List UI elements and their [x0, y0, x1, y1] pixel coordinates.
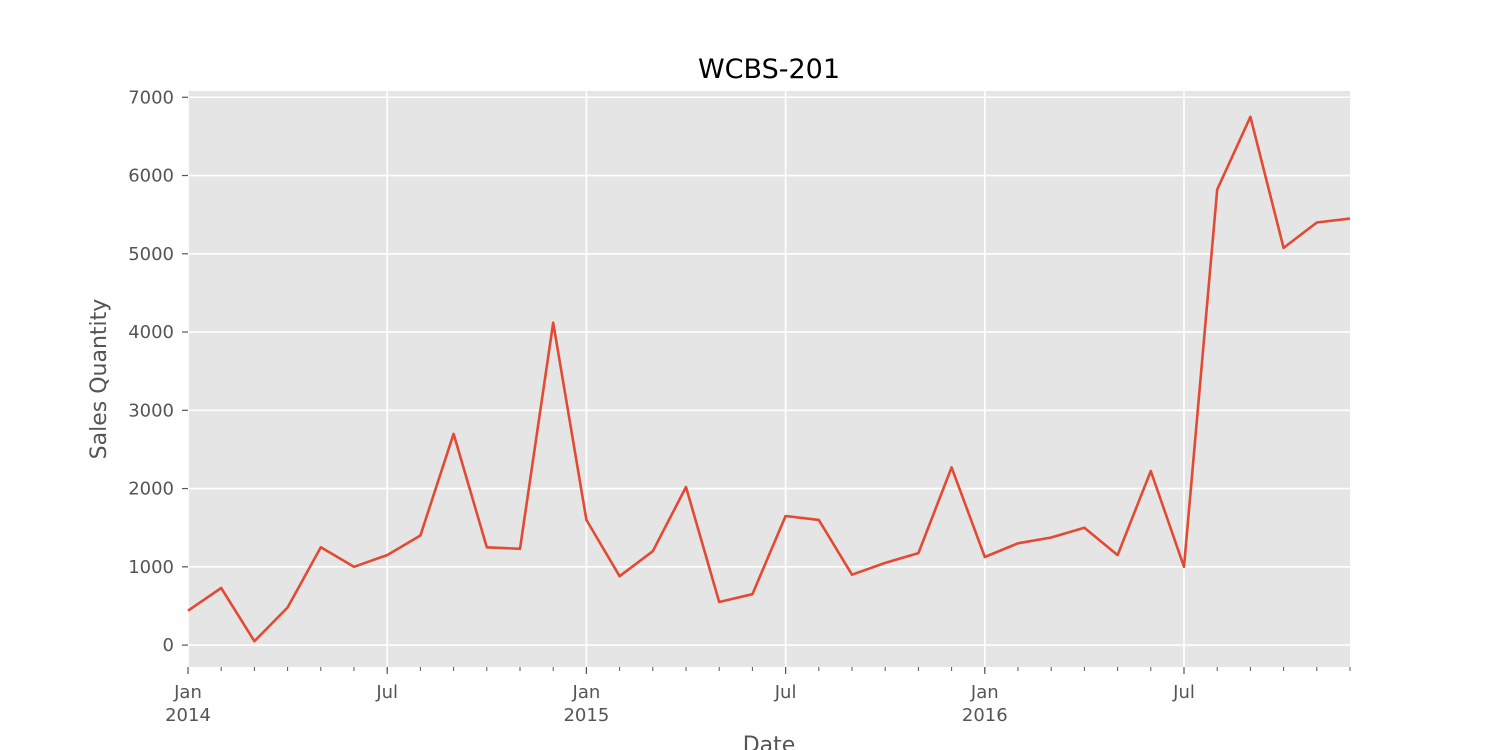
x-tick-label: Jan — [572, 682, 601, 703]
y-tick-label: 6000 — [128, 166, 174, 187]
x-tick-label: Jan — [970, 682, 999, 703]
x-tick-year-label: 2016 — [962, 705, 1008, 726]
x-tick-year-label: 2014 — [165, 705, 211, 726]
y-tick-label: 7000 — [128, 87, 174, 108]
x-tick-label: Jul — [375, 682, 398, 703]
y-tick-label: 1000 — [128, 557, 174, 578]
x-axis-title: Date — [743, 733, 796, 750]
series-line — [187, 115, 1351, 643]
chart-title: WCBS-201 — [698, 54, 840, 85]
y-tick-label: 3000 — [128, 400, 174, 421]
grid-lines — [187, 91, 1350, 667]
x-tick-label: Jul — [1172, 682, 1195, 703]
y-tick-label: 5000 — [128, 244, 174, 265]
y-tick-label: 4000 — [128, 322, 174, 343]
y-tick-label: 0 — [163, 635, 174, 656]
x-tick-label: Jan — [173, 682, 202, 703]
x-tick-label: Jul — [774, 682, 797, 703]
y-axis-title: Sales Quantity — [87, 299, 112, 460]
y-axis: 0 1000 2000 3000 4000 5000 6000 7000 — [128, 87, 188, 656]
y-tick-label: 2000 — [128, 479, 174, 500]
plot-area — [188, 91, 1350, 667]
x-tick-year-label: 2015 — [563, 705, 609, 726]
